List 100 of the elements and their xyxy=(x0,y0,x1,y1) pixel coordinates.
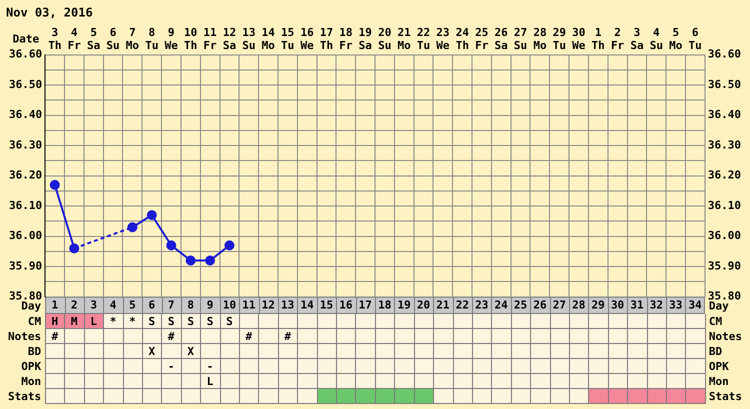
text: L xyxy=(90,314,97,328)
x2-tick-label: 12 xyxy=(262,298,275,312)
x2-tick-label: 34 xyxy=(688,298,702,312)
x-tick-label: 20 Su xyxy=(378,26,392,52)
x2-tick-label: 29 xyxy=(592,298,605,312)
x2-tick-label: 26 xyxy=(533,298,547,312)
x2-tick-label: 2 xyxy=(70,298,78,312)
category-label: CM xyxy=(708,315,722,328)
y-tick-label: 36.60 xyxy=(8,48,42,61)
y2-tick-label: 36.40 xyxy=(708,108,742,122)
category-label: Mon xyxy=(21,375,42,388)
text: - xyxy=(206,360,214,372)
text: # xyxy=(284,330,291,342)
y2-tick-label: 36.50 xyxy=(708,78,742,91)
x-tick-label: 4 Fr xyxy=(68,26,82,52)
x2-tick-label: 33 xyxy=(669,298,682,312)
x2-tick-label: 6 xyxy=(148,298,156,312)
x2-tick-label: 22 xyxy=(456,298,469,312)
x2-tick-label: 9 xyxy=(206,298,214,312)
x-tick-label: 29 Tu xyxy=(552,26,566,52)
category-label: CM xyxy=(28,315,42,328)
x-axis-title: Date xyxy=(12,32,40,46)
text: S xyxy=(206,314,214,328)
x2-tick-label: 32 xyxy=(650,298,663,312)
text: L xyxy=(206,374,214,388)
x2-tick-label: 18 xyxy=(378,298,392,312)
x-tick-label: 6 Tu xyxy=(688,26,702,52)
text: - xyxy=(168,360,175,372)
x-tick-label: 16 We xyxy=(300,26,314,52)
y-tick-label: 35.90 xyxy=(8,259,42,272)
x-tick-label: 9 We xyxy=(164,26,178,52)
x2-tick-label: 4 xyxy=(110,298,117,312)
x-tick-label: 3 Th xyxy=(48,26,62,52)
x2-tick-label: 15 xyxy=(320,298,334,312)
x-tick-label: 6 Su xyxy=(106,26,120,52)
y2-tick-label: 36.20 xyxy=(708,168,742,182)
y-tick-label: 36.20 xyxy=(8,168,42,182)
y-tick-label: 36.50 xyxy=(8,78,42,91)
x-tick-label: 13 Su xyxy=(242,26,256,52)
x-tick-label: 24 Th xyxy=(456,26,470,52)
x2-tick-label: 7 xyxy=(168,298,175,312)
y-tick-label: 36.40 xyxy=(8,108,42,122)
text: # xyxy=(52,330,58,342)
text: M xyxy=(70,314,78,328)
x-tick-label: 11 Fr xyxy=(203,26,218,52)
text: H xyxy=(52,314,58,328)
category-label: Notes xyxy=(8,330,42,343)
x2-tick-label: 19 xyxy=(397,298,411,312)
x2-tick-label: 8 xyxy=(187,298,194,312)
x2-tick-label: 27 xyxy=(552,298,566,312)
x2-tick-label: 23 xyxy=(475,298,488,312)
category-label: Notes xyxy=(708,330,742,343)
x2-tick-label: 11 xyxy=(242,298,256,312)
x2-tick-label: 17 xyxy=(358,298,372,312)
x2-tick-label: 14 xyxy=(300,298,314,312)
x-tick-label: 28 Mo xyxy=(533,26,547,52)
x2-tick-label: 5 xyxy=(129,298,136,312)
text: S xyxy=(226,314,233,328)
category-label: BD xyxy=(28,345,42,358)
x-tick-label: 8 Tu xyxy=(145,26,158,52)
x-tick-label: 25 Fr xyxy=(475,26,489,52)
x2-tick-label: 20 xyxy=(416,298,430,312)
text: S xyxy=(168,314,175,328)
y-tick-label: 36.00 xyxy=(8,229,42,242)
text: X xyxy=(148,344,156,358)
x2-tick-label: 25 xyxy=(514,298,528,312)
x-tick-label: 2 Fr xyxy=(610,26,625,52)
x2-tick-label: 31 xyxy=(630,298,644,312)
x2-tick-label: 24 xyxy=(494,298,508,312)
x2-tick-label: 10 xyxy=(222,298,236,312)
y2-tick-label: 36.30 xyxy=(708,138,742,152)
y-tick-label: 36.30 xyxy=(8,138,42,152)
category-label: Stats xyxy=(708,390,742,403)
text: # xyxy=(246,330,252,342)
x-tick-label: 21 Mo xyxy=(397,26,412,52)
category-label: Stats xyxy=(8,390,42,403)
y2-tick-label: 36.60 xyxy=(708,48,742,61)
x-tick-label: 26 Sa xyxy=(494,26,508,52)
x-tick-label: 15 Tu xyxy=(281,26,294,52)
x-tick-label: 18 Fr xyxy=(339,26,353,52)
x2-tick-label: 3 xyxy=(90,298,97,312)
x2-tick-label: 13 xyxy=(281,298,294,312)
category-label: Mon xyxy=(708,375,729,388)
text: S xyxy=(187,314,194,328)
x-tick-label: 10 Th xyxy=(184,26,198,52)
x2-tick-label: 21 xyxy=(436,298,450,312)
x-tick-label: 12 Sa xyxy=(222,26,236,52)
y2-tick-label: 35.90 xyxy=(708,259,742,272)
x2-tick-label: 30 xyxy=(610,298,624,312)
y-tick-label: 36.10 xyxy=(8,198,42,212)
y2-tick-label: 36.10 xyxy=(708,198,742,212)
x-tick-label: 22 Tu xyxy=(416,26,430,52)
x-tick-label: 1 Th xyxy=(592,26,605,52)
text: * xyxy=(110,314,116,328)
x2-tick-label: 16 xyxy=(339,298,353,312)
x-tick-label: 7 Mo xyxy=(126,26,140,52)
text: S xyxy=(148,314,156,328)
x-tick-label: 19 Sa xyxy=(358,26,372,52)
chart-title: Nov 03, 2016 xyxy=(6,5,93,20)
x-tick-label: 4 Su xyxy=(650,26,663,52)
